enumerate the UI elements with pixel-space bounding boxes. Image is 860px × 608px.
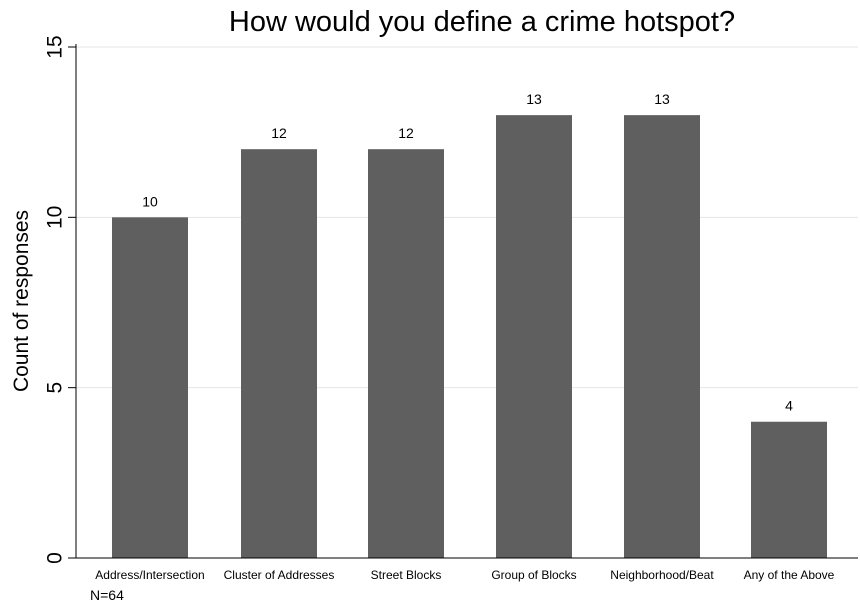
bar-value-label: 12 xyxy=(271,125,287,141)
bar-value-label: 10 xyxy=(142,193,158,209)
sample-size-note: N=64 xyxy=(90,587,124,603)
y-tick-label: 15 xyxy=(44,35,67,58)
grid-lines xyxy=(76,46,858,389)
y-tick-label: 0 xyxy=(44,552,67,564)
bar-1 xyxy=(112,217,188,559)
x-tick-labels: Address/Intersection Cluster of Addresses… xyxy=(95,568,834,582)
y-tick-label: 10 xyxy=(44,206,67,229)
plot-background xyxy=(76,44,858,558)
x-tick-label: Group of Blocks xyxy=(491,568,576,582)
bars xyxy=(112,115,827,559)
bar-6 xyxy=(751,421,827,558)
plot-area xyxy=(76,44,858,558)
chart-title: How would you define a crime hotspot? xyxy=(229,6,735,38)
y-axis-title: Count of responses xyxy=(10,210,33,392)
x-tick-label: Street Blocks xyxy=(371,568,442,582)
bar-3 xyxy=(368,149,444,558)
x-tick-label: Any of the Above xyxy=(744,568,835,582)
bar-value-label: 13 xyxy=(654,91,670,107)
y-ticks: 0 5 10 15 xyxy=(44,35,76,564)
data-labels: 10 12 12 13 13 4 xyxy=(142,91,793,414)
bar-value-label: 13 xyxy=(526,91,542,107)
bar-5 xyxy=(624,115,700,558)
bar-4 xyxy=(496,115,572,558)
x-tick-label: Cluster of Addresses xyxy=(224,568,335,582)
x-tick-label: Address/Intersection xyxy=(95,568,204,582)
bar-value-label: 12 xyxy=(398,125,414,141)
y-tick-label: 5 xyxy=(44,382,67,394)
bar-value-label: 4 xyxy=(785,398,793,414)
bar-2 xyxy=(241,149,317,558)
x-tick-label: Neighborhood/Beat xyxy=(610,568,714,582)
